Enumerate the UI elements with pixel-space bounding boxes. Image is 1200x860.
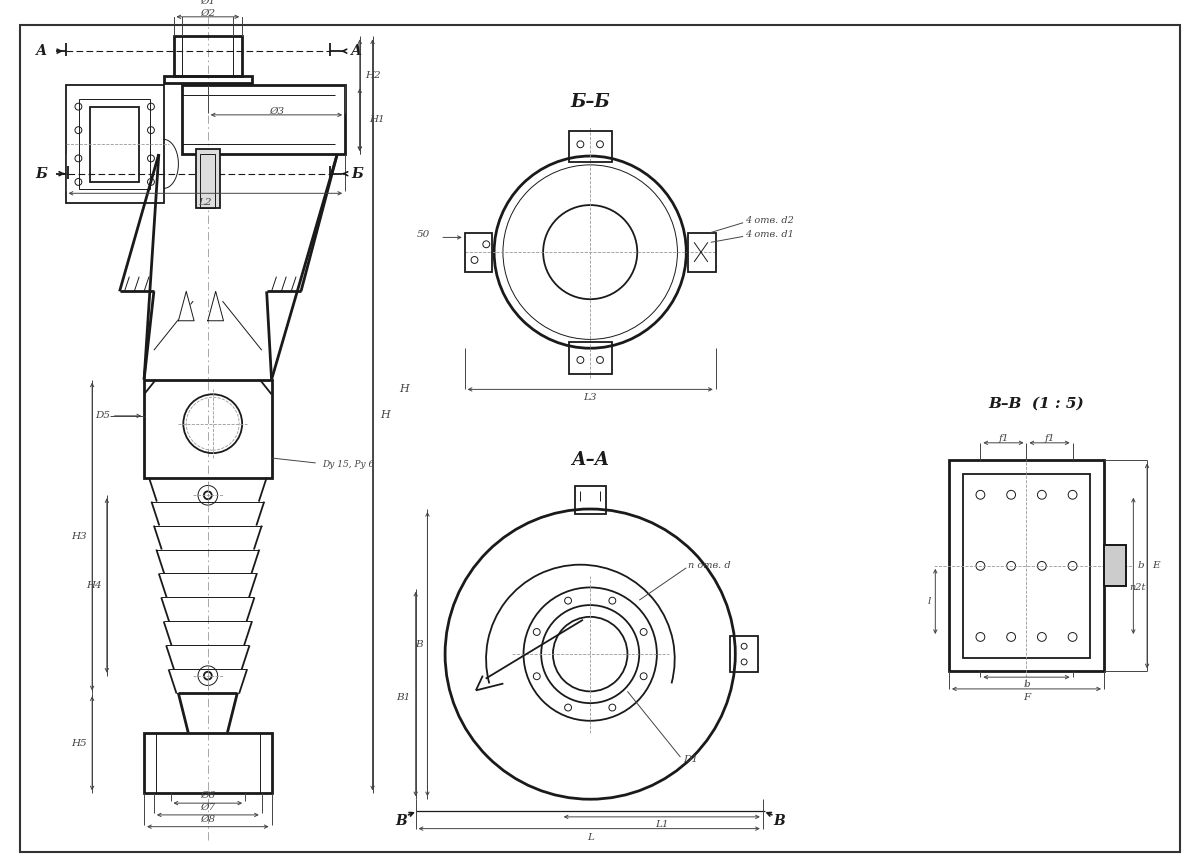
- Text: n2t: n2t: [1129, 583, 1146, 592]
- Text: E: E: [1152, 562, 1159, 570]
- Bar: [569, 131, 612, 162]
- Bar: [90, 107, 139, 181]
- Text: В: В: [774, 814, 785, 828]
- Bar: [731, 636, 758, 672]
- Text: H5: H5: [72, 739, 88, 748]
- Text: Ø1: Ø1: [200, 0, 215, 6]
- Bar: [1104, 545, 1126, 587]
- Bar: [1104, 545, 1126, 587]
- Text: Dy 15, Py 6: Dy 15, Py 6: [323, 460, 374, 470]
- Text: Ø2: Ø2: [200, 9, 215, 17]
- Text: А: А: [36, 44, 47, 58]
- Text: Ø7: Ø7: [200, 803, 215, 812]
- Polygon shape: [208, 292, 223, 321]
- Polygon shape: [179, 292, 194, 321]
- Bar: [163, 76, 252, 83]
- Text: А: А: [352, 44, 362, 58]
- Text: D1: D1: [683, 755, 698, 765]
- Bar: [196, 149, 220, 208]
- Bar: [144, 379, 271, 477]
- Text: L: L: [587, 832, 594, 842]
- Text: Б: Б: [35, 167, 47, 181]
- Text: L3: L3: [583, 393, 596, 402]
- Bar: [66, 85, 163, 203]
- Text: D5: D5: [96, 411, 110, 421]
- Bar: [174, 36, 242, 76]
- Text: H1: H1: [370, 115, 385, 124]
- Bar: [464, 232, 492, 272]
- Bar: [575, 487, 606, 514]
- Text: B1: B1: [396, 693, 410, 702]
- Text: Б: Б: [350, 167, 362, 181]
- Text: А–А: А–А: [571, 451, 610, 469]
- Text: H: H: [400, 384, 409, 395]
- Text: b: b: [1024, 680, 1030, 689]
- Text: l: l: [928, 597, 931, 606]
- Text: b: b: [1138, 562, 1144, 570]
- Bar: [79, 99, 150, 189]
- Text: Ø6: Ø6: [200, 791, 215, 800]
- Text: 4 отв. d2: 4 отв. d2: [745, 216, 794, 225]
- Bar: [182, 85, 346, 154]
- Text: f1: f1: [998, 434, 1009, 444]
- Text: n отв. d: n отв. d: [689, 562, 731, 570]
- Text: Ø3: Ø3: [269, 107, 284, 115]
- Text: H: H: [380, 410, 390, 420]
- Bar: [200, 154, 215, 208]
- Text: H2: H2: [365, 71, 380, 80]
- Text: f1: f1: [1044, 434, 1055, 444]
- Bar: [689, 232, 715, 272]
- Bar: [949, 460, 1104, 672]
- Text: Ø8: Ø8: [200, 814, 215, 824]
- Text: H3: H3: [72, 532, 88, 541]
- Text: 50: 50: [418, 230, 431, 239]
- Text: F: F: [1022, 693, 1030, 702]
- Text: L2: L2: [199, 198, 212, 207]
- Bar: [144, 733, 271, 793]
- Text: Б–Б: Б–Б: [570, 93, 610, 111]
- Text: H4: H4: [86, 581, 102, 590]
- Text: L1: L1: [655, 820, 668, 829]
- Text: B: B: [415, 640, 422, 648]
- Text: В–В  (1 : 5): В–В (1 : 5): [989, 396, 1084, 410]
- Text: В: В: [395, 814, 407, 828]
- Bar: [962, 474, 1091, 658]
- Bar: [569, 342, 612, 374]
- Text: 4 отв. d1: 4 отв. d1: [745, 230, 794, 239]
